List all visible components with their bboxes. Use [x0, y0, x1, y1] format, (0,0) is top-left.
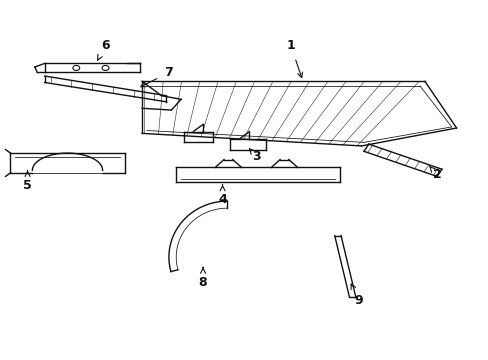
Text: 4: 4	[218, 185, 226, 206]
Text: 8: 8	[198, 267, 207, 289]
Text: 3: 3	[249, 149, 261, 163]
Text: 6: 6	[98, 39, 110, 60]
Text: 9: 9	[350, 284, 363, 307]
Text: 2: 2	[429, 167, 441, 181]
Text: 5: 5	[23, 171, 32, 192]
Text: 1: 1	[286, 39, 302, 77]
Text: 7: 7	[141, 66, 173, 87]
